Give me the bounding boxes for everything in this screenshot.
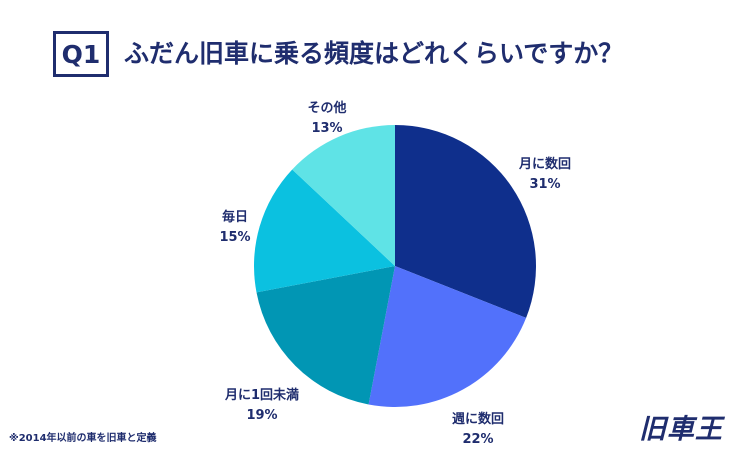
slice-value-label: 19% bbox=[246, 408, 277, 423]
slice-label: その他 bbox=[307, 100, 346, 116]
pie-slice bbox=[395, 125, 536, 318]
slice-value-label: 15% bbox=[219, 230, 250, 245]
slice-value-label: 13% bbox=[311, 121, 342, 136]
question-title: ふだん旧車に乗る頻度はどれくらいですか？ bbox=[124, 39, 624, 68]
slice-label: 週に数回 bbox=[452, 411, 504, 427]
pie-slice bbox=[253, 169, 395, 293]
pie-slice bbox=[292, 125, 395, 266]
question-number-badge: Q1 bbox=[53, 31, 109, 77]
slice-label: 月に1回未満 bbox=[224, 387, 299, 403]
pie-slice bbox=[256, 266, 395, 405]
pie-slice bbox=[368, 266, 527, 407]
slice-value-label: 31% bbox=[529, 177, 560, 192]
slice-value-label: 22% bbox=[462, 432, 493, 447]
slice-label: 毎日 bbox=[222, 209, 248, 225]
brand-logo: 旧車王 bbox=[620, 415, 742, 445]
slice-label: 月に数回 bbox=[518, 156, 571, 172]
footnote: ※2014年以前の車を旧車と定義 bbox=[9, 433, 157, 444]
brand-logo-text: 旧車王 bbox=[639, 414, 723, 445]
